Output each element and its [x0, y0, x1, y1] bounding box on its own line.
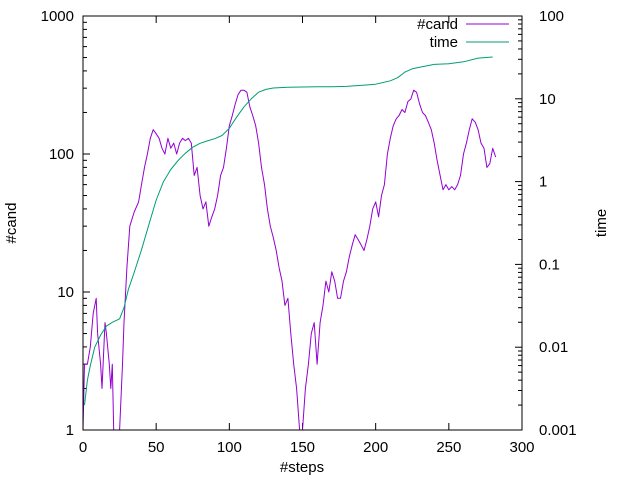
x-tick-label: 300: [509, 439, 534, 456]
legend: #cand time: [417, 16, 509, 51]
y-tick-label: 100: [49, 146, 74, 163]
legend-label-cand: #cand: [417, 16, 458, 33]
y2-tick-label: 1: [539, 174, 547, 191]
series-layer: [82, 56, 497, 431]
series-line-cand: [82, 89, 497, 431]
ticks-layer: 0 50 100 150 200 250 300 1 10 100 1000 0.001 0.01 0.1…: [41, 8, 577, 456]
legend-label-time: time: [430, 34, 458, 51]
series-line-time: [84, 56, 493, 406]
y2-axis-label: time: [593, 209, 610, 237]
y2-tick-label: 0.001: [539, 422, 577, 439]
y-tick-label: 1: [66, 422, 74, 439]
x-tick-label: 0: [79, 439, 87, 456]
y2-tick-label: 100: [539, 8, 564, 25]
y2-tick-label: 10: [539, 91, 556, 108]
y-tick-label: 10: [57, 284, 74, 301]
y-axis-label: #cand: [3, 203, 20, 244]
x-tick-label: 150: [290, 439, 315, 456]
plot-frame: [82, 15, 523, 431]
x-axis-label: #steps: [280, 459, 324, 476]
x-tick-label: 250: [436, 439, 461, 456]
x-tick-label: 100: [217, 439, 242, 456]
y-tick-label: 1000: [41, 8, 74, 25]
y2-tick-label: 0.01: [539, 339, 568, 356]
y2-tick-label: 0.1: [539, 256, 560, 273]
x-tick-label: 200: [363, 439, 388, 456]
x-tick-label: 50: [148, 439, 165, 456]
